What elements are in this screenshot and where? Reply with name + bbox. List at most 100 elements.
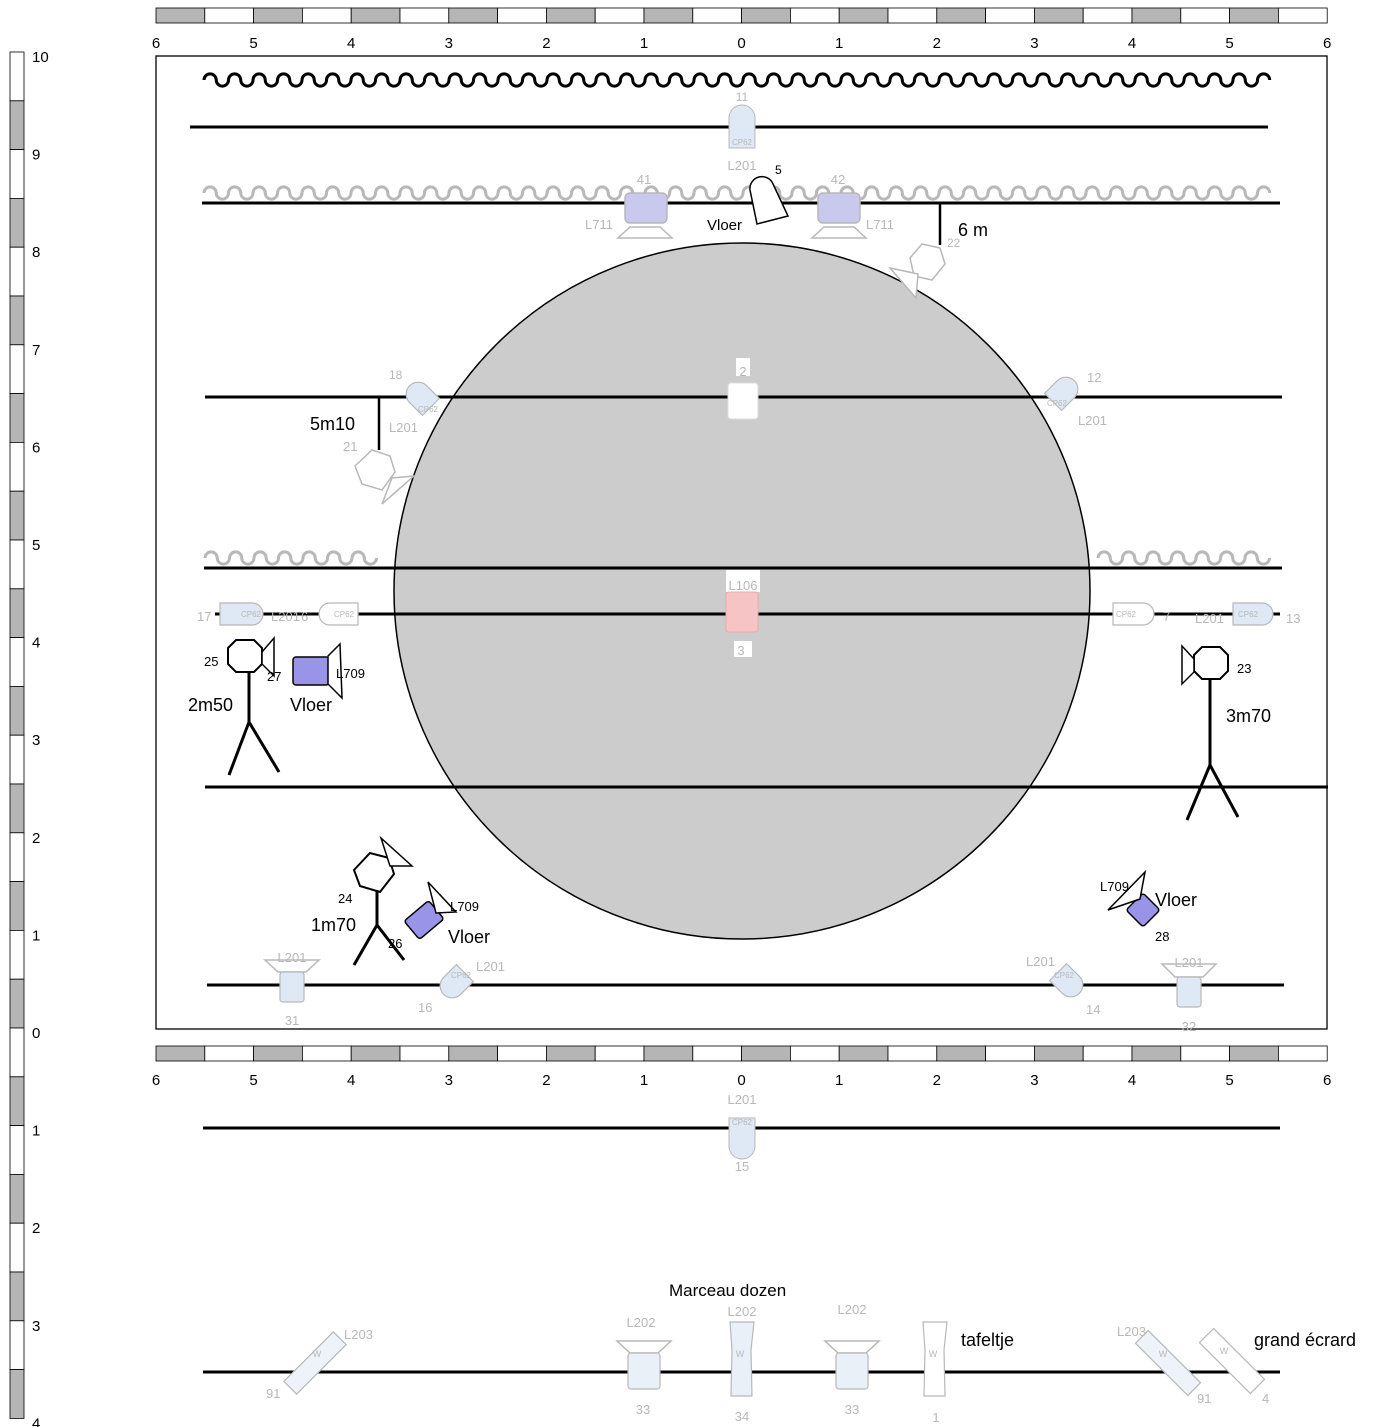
fixture-number: 42 — [831, 172, 845, 187]
filter-label: CP62 — [241, 610, 262, 619]
fixture-41[interactable]: 41 L711 — [585, 172, 674, 239]
fixture-number: 1 — [932, 1410, 939, 1425]
fixture-number: 33 — [636, 1402, 650, 1417]
bottom-scale: 6 5 4 3 2 1 0 1 2 3 4 5 6 — [152, 1045, 1331, 1089]
fixture-number: 14 — [1086, 1002, 1100, 1017]
scale-segment — [1034, 1045, 1084, 1062]
fixture-3[interactable]: L106 3 — [725, 570, 760, 658]
fixture-number: 2 — [739, 364, 746, 379]
scale-segment — [9, 686, 25, 736]
gel-label: L201 — [476, 959, 505, 974]
scale-segment — [9, 1125, 25, 1175]
gel-label: L106 — [729, 578, 758, 593]
scale-label: 4 — [32, 635, 40, 652]
fixture-12[interactable]: CP62 12 L201 — [1043, 370, 1107, 428]
vloer-label: Vloer — [290, 695, 332, 715]
fixture-number: 28 — [1155, 929, 1169, 944]
fixture-number: 91 — [266, 1386, 280, 1401]
gel-label: L709 — [450, 899, 479, 914]
scale-label: 5 — [1225, 1072, 1233, 1089]
scale-label: 6 — [1323, 35, 1331, 52]
gel-label: L203 — [1117, 1324, 1146, 1339]
fixture-number: 21 — [343, 439, 357, 454]
fixture-23[interactable]: 23 — [1181, 644, 1251, 821]
fixture-number: 3 — [737, 643, 744, 658]
fixture-91-right[interactable]: W L203 91 — [1117, 1324, 1211, 1406]
fixture-2[interactable]: 2 — [727, 358, 759, 420]
fixture-13[interactable]: CP62 L201 13 — [1195, 602, 1300, 626]
scale-label: 2 — [933, 35, 941, 52]
fixture-14[interactable]: CP62 L201 14 — [1026, 954, 1100, 1017]
scale-segment — [741, 7, 791, 24]
scale-segment — [1278, 1045, 1328, 1062]
scale-segment — [204, 1045, 255, 1062]
gel-label: L203 — [344, 1327, 373, 1342]
scale-segment — [301, 7, 352, 24]
mark-label: W — [736, 1349, 745, 1359]
fixture-34[interactable]: L202 W 34 — [728, 1304, 757, 1424]
scale-label: 3 — [1030, 1072, 1038, 1089]
fixture-1[interactable]: W 1 — [922, 1321, 948, 1425]
fixture-5[interactable]: 5 Vloer — [707, 163, 790, 234]
fixture-27[interactable]: 27 L709 Vloer — [267, 642, 365, 715]
scale-label: 3 — [445, 35, 453, 52]
fixture-25[interactable]: 25 — [204, 635, 281, 776]
fixture-21[interactable]: 21 — [343, 439, 417, 505]
fixture-11[interactable]: 11 CP62 L201 — [728, 90, 757, 173]
scale-segment — [887, 7, 938, 24]
side-curtain-right — [1096, 550, 1271, 566]
scale-label: 8 — [32, 244, 40, 261]
filter-label: CP62 — [1116, 610, 1137, 619]
scale-segment — [1131, 1045, 1182, 1062]
fixture-24[interactable]: 24 — [338, 835, 414, 966]
fixture-33-right[interactable]: L202 33 — [823, 1302, 881, 1417]
scale-segment — [155, 7, 206, 24]
scale-label: 3 — [445, 1072, 453, 1089]
scale-segment — [253, 1045, 303, 1062]
scale-segment — [9, 1027, 25, 1078]
scale-label: 5 — [249, 35, 257, 52]
fixture-22[interactable]: 22 — [887, 236, 961, 300]
fixture-16[interactable]: CP62 L201 16 — [418, 959, 505, 1015]
scale-label: 0 — [32, 1025, 40, 1042]
gel-label: L201 — [271, 609, 300, 624]
fixture-4[interactable]: W 4 — [1198, 1327, 1269, 1406]
fixture-6[interactable]: CP62 6 — [301, 602, 359, 626]
fixture-28[interactable]: L709 28 Vloer — [1100, 869, 1197, 944]
mark-label: W — [1159, 1349, 1168, 1359]
mark-label: W — [929, 1349, 938, 1359]
fixture-7[interactable]: CP62 7 — [1112, 602, 1170, 626]
fixture-42[interactable]: 42 L711 — [810, 172, 894, 239]
scale-label: 6 — [32, 439, 40, 456]
fixture-31[interactable]: L201 31 — [263, 950, 321, 1028]
fixture-number: 25 — [204, 654, 218, 669]
gel-label: L201 — [278, 950, 307, 965]
scale-segment — [985, 1045, 1035, 1062]
scale-segment — [9, 930, 25, 980]
fixture-18[interactable]: CP62 18 L201 — [389, 368, 441, 435]
scale-label: 5 — [1225, 35, 1233, 52]
scale-label: 2 — [933, 1072, 941, 1089]
scale-segment — [643, 7, 694, 24]
fixture-15[interactable]: L201 CP62 15 — [728, 1092, 757, 1174]
scale-segment — [9, 295, 25, 346]
fixture-32[interactable]: L201 32 — [1160, 955, 1218, 1034]
fixture-91-left[interactable]: W L203 91 — [266, 1327, 373, 1401]
scale-label: 1 — [640, 35, 648, 52]
gel-label: L201 — [1026, 954, 1055, 969]
fixture-17[interactable]: CP62 17 L201 — [197, 602, 300, 626]
height-label-5m10: 5m10 — [310, 414, 355, 434]
scale-segment — [399, 7, 450, 24]
scale-label: 0 — [737, 1072, 745, 1089]
scale-label: 3 — [32, 732, 40, 749]
fixture-number: 11 — [736, 90, 749, 104]
scale-segment — [9, 1271, 25, 1322]
filter-label: CP62 — [1238, 610, 1259, 619]
scale-segment — [936, 7, 986, 24]
stage-frame — [155, 55, 1328, 1030]
fixture-26[interactable]: 26 L709 Vloer — [388, 881, 490, 951]
grand-ecrard-label: grand écrard — [1254, 1330, 1356, 1350]
fixture-33-left[interactable]: L202 33 — [615, 1315, 673, 1417]
gel-label: L202 — [838, 1302, 867, 1317]
scale-segment — [1131, 7, 1182, 24]
